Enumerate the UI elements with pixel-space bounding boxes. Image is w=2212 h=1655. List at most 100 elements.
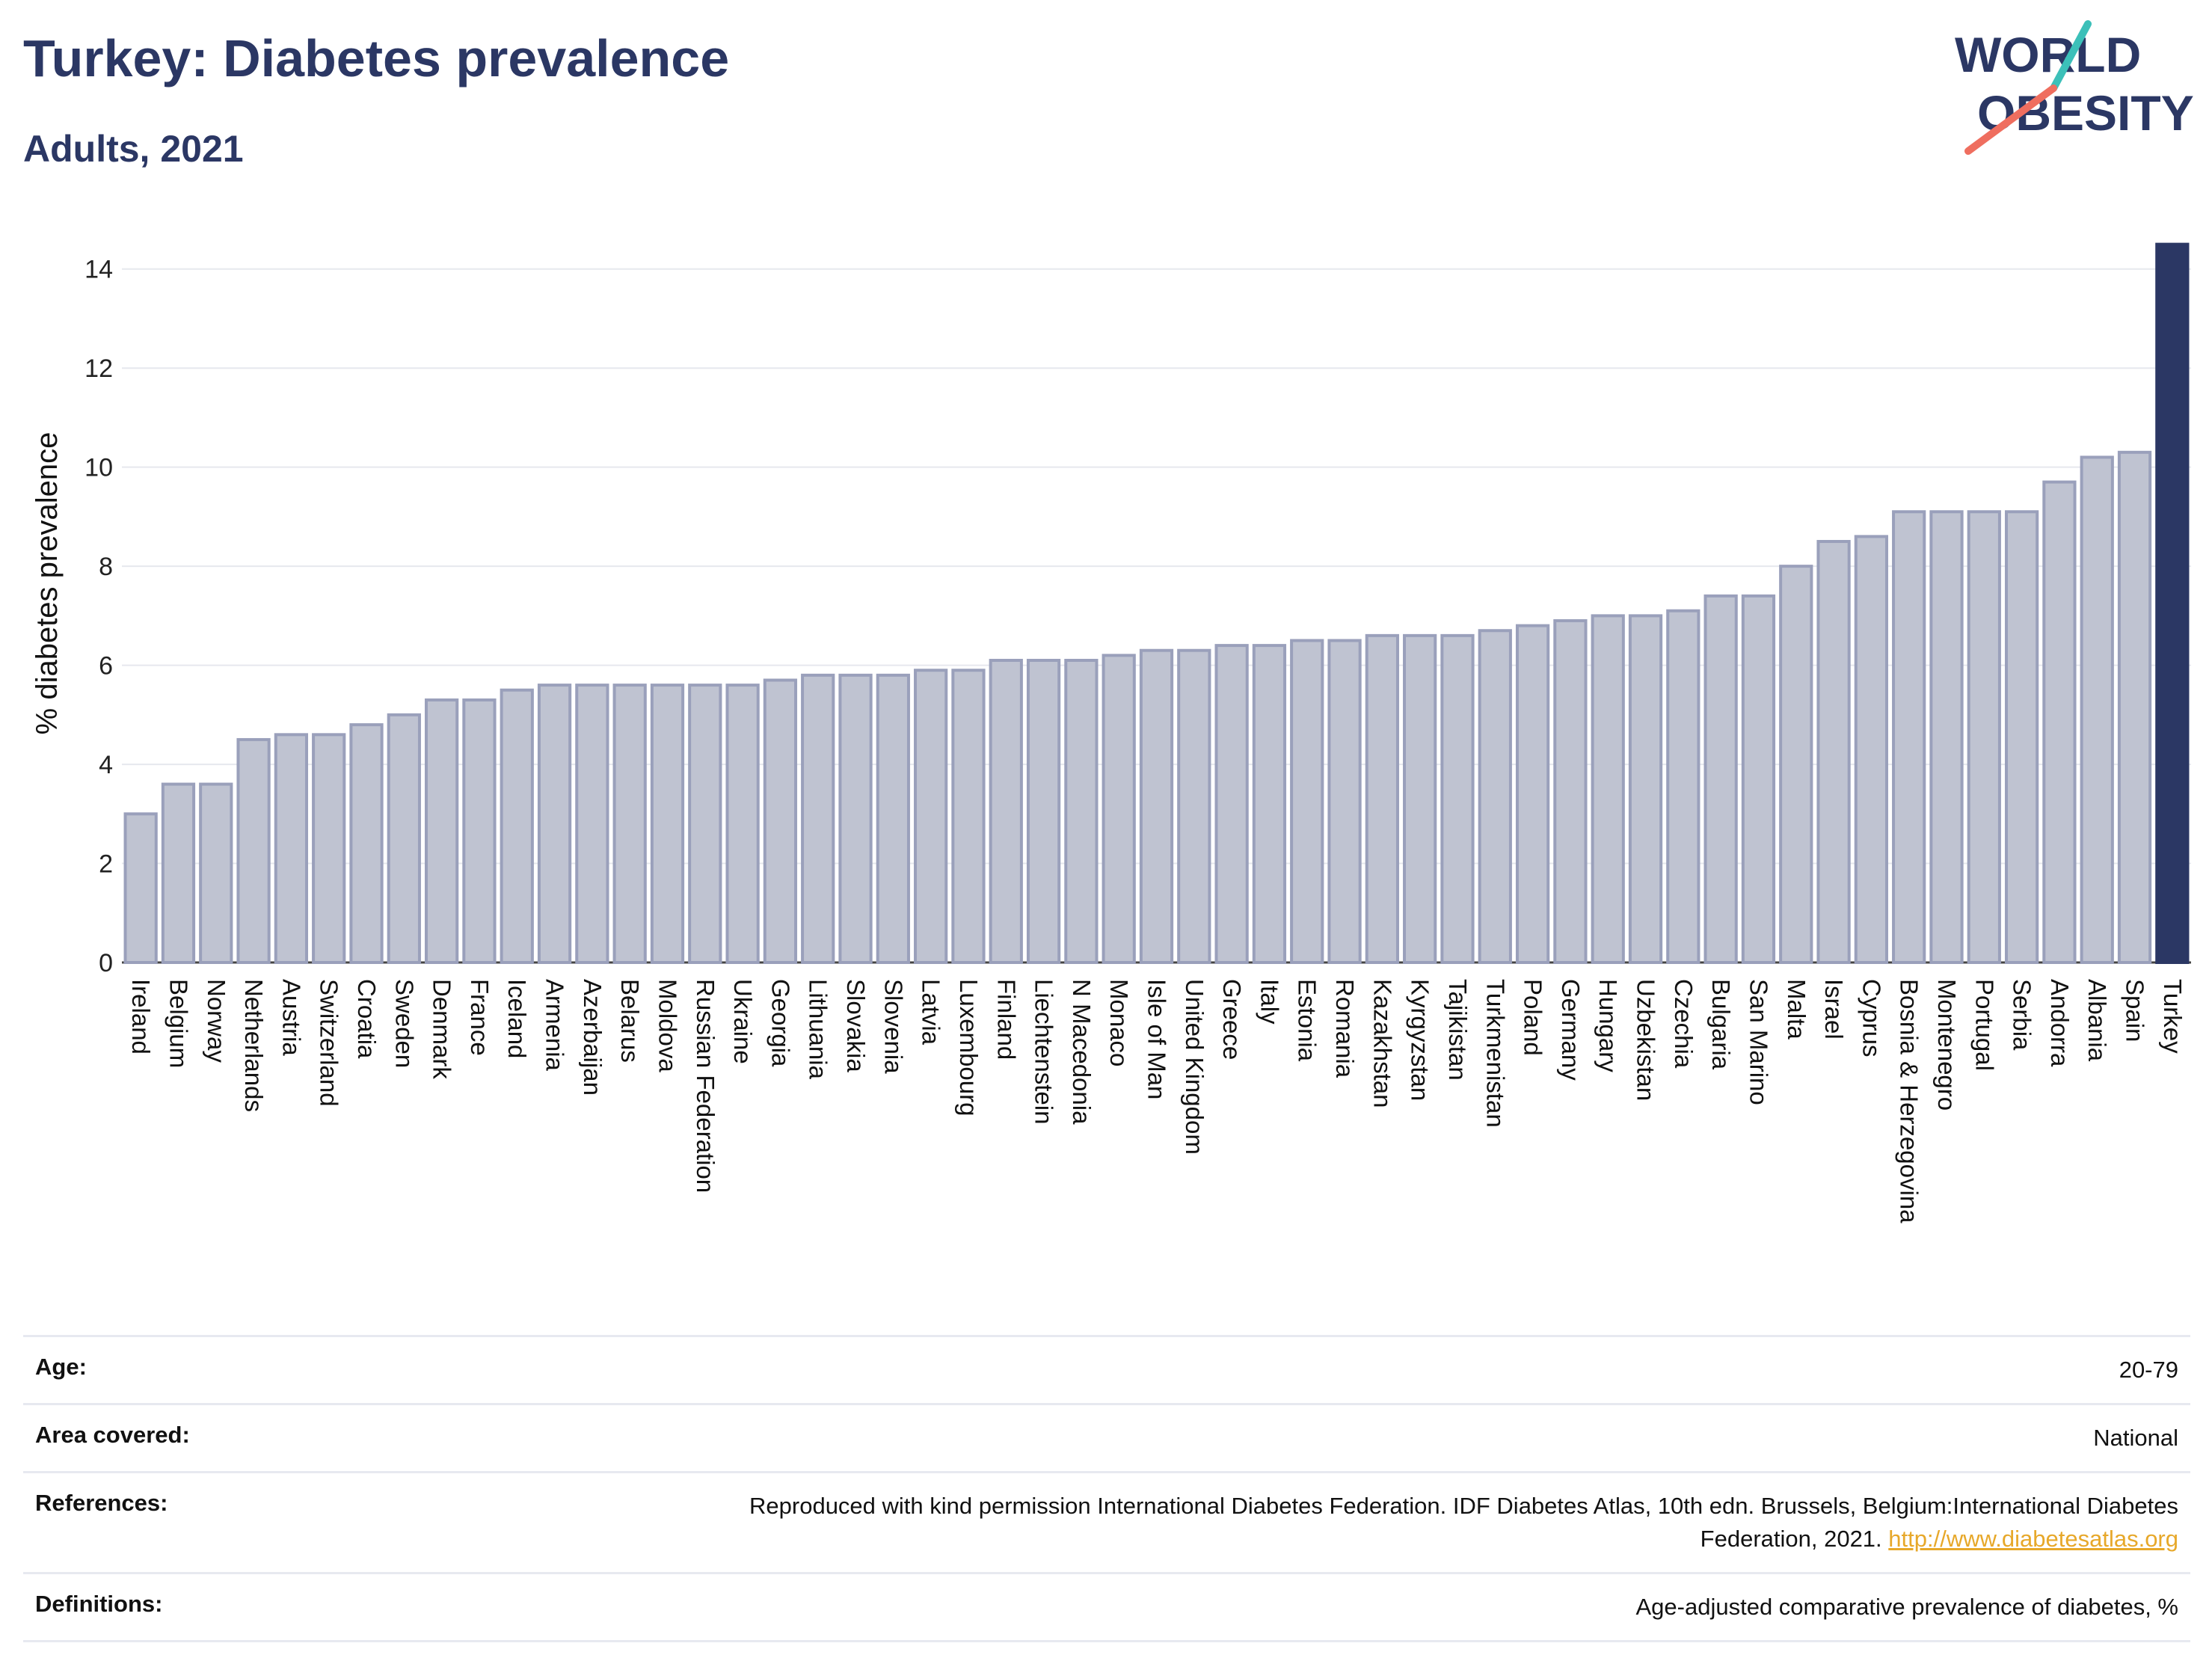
x-category-label: France <box>466 979 494 1056</box>
x-category-label: Montenegro <box>1933 979 1961 1111</box>
y-tick-label: 14 <box>85 256 113 284</box>
bar-greece[interactable] <box>1214 644 1249 965</box>
x-category-label: Czechia <box>1670 979 1698 1069</box>
bar-serbia[interactable] <box>2004 510 2039 964</box>
bar-norway[interactable] <box>199 782 233 964</box>
bar-andorra[interactable] <box>2042 480 2077 964</box>
bar-turkmenistan[interactable] <box>1478 629 1512 965</box>
x-category-label: Slovenia <box>879 979 907 1074</box>
bar-bosnia-herzegovina[interactable] <box>1892 510 1926 964</box>
bar-finland[interactable] <box>989 658 1023 964</box>
bar-romania[interactable] <box>1327 639 1362 965</box>
x-category-label: Belgium <box>165 979 192 1068</box>
x-category-label: Armenia <box>541 979 569 1072</box>
age-value: 20-79 <box>2119 1357 2178 1383</box>
bar-ireland[interactable] <box>123 812 158 965</box>
bar-azerbaijan[interactable] <box>575 684 609 964</box>
bar-italy[interactable] <box>1252 644 1287 965</box>
x-category-label: Sweden <box>390 979 418 1068</box>
x-category-label: Tajikistan <box>1444 979 1472 1081</box>
bar-hungary[interactable] <box>1591 614 1625 964</box>
bar-belarus[interactable] <box>612 684 647 964</box>
x-category-label: Hungary <box>1594 979 1622 1072</box>
bar-portugal[interactable] <box>1967 510 2001 964</box>
x-category-label: Latvia <box>918 979 945 1045</box>
x-category-label: Ukraine <box>729 979 757 1064</box>
bar-albania[interactable] <box>2080 455 2114 964</box>
x-category-label: Belarus <box>616 979 644 1063</box>
logo-coral-slash <box>1964 85 2057 155</box>
area-label: Area covered: <box>35 1422 190 1448</box>
x-category-label: Uzbekistan <box>1632 979 1660 1101</box>
bar-latvia[interactable] <box>914 669 948 964</box>
x-category-label: Liechtenstein <box>1030 979 1058 1124</box>
bar-belgium[interactable] <box>161 782 196 964</box>
x-category-label: Moldova <box>654 979 681 1072</box>
bar-lithuania[interactable] <box>801 673 835 964</box>
world-obesity-logo: WORLD OBESITY <box>1955 20 2194 155</box>
bar-croatia[interactable] <box>349 723 384 965</box>
x-category-label: Estonia <box>1294 979 1321 1062</box>
chart-subtitle: Adults, 2021 <box>23 128 244 170</box>
bar-monaco[interactable] <box>1102 654 1136 964</box>
bar-sweden[interactable] <box>387 713 421 965</box>
x-category-label: Malta <box>1783 979 1810 1040</box>
x-category-label: Azerbaijan <box>579 979 606 1096</box>
references-link[interactable]: http://www.diabetesatlas.org <box>1888 1526 2178 1552</box>
x-category-label: Iceland <box>503 979 531 1058</box>
bar-kyrgyzstan[interactable] <box>1403 633 1437 965</box>
bar-armenia[interactable] <box>537 684 572 964</box>
bar-liechtenstein[interactable] <box>1026 658 1061 964</box>
x-category-label: Slovakia <box>842 979 870 1072</box>
bar-france[interactable] <box>462 698 497 964</box>
bar-bulgaria[interactable] <box>1703 594 1738 964</box>
x-category-label: Austria <box>277 979 305 1056</box>
bar-austria[interactable] <box>274 733 309 965</box>
bar-san-marino[interactable] <box>1741 594 1776 964</box>
bar-germany[interactable] <box>1553 618 1588 964</box>
bar-ukraine[interactable] <box>725 684 760 964</box>
bar-netherlands[interactable] <box>236 737 271 964</box>
references-text: Reproduced with kind permission Internat… <box>749 1493 2178 1552</box>
bar-slovenia[interactable] <box>876 673 910 964</box>
bar-isle-of-man[interactable] <box>1139 648 1174 964</box>
x-category-label: Luxembourg <box>955 979 983 1116</box>
bar-kazakhstan[interactable] <box>1365 633 1399 965</box>
bar-israel[interactable] <box>1816 540 1851 964</box>
bar-georgia[interactable] <box>763 678 798 964</box>
bar-moldova[interactable] <box>650 684 685 964</box>
metadata-table: Age: 20-79 Area covered: National Refere… <box>23 1335 2190 1642</box>
bar-cyprus[interactable] <box>1854 535 1888 964</box>
x-category-label: Monaco <box>1105 979 1133 1066</box>
x-category-label: Albania <box>2083 979 2111 1062</box>
y-tick-label: 6 <box>99 652 113 681</box>
bar-united-kingdom[interactable] <box>1177 648 1211 964</box>
bar-uzbekistan[interactable] <box>1628 614 1663 964</box>
bar-spain[interactable] <box>2117 450 2152 964</box>
bar-iceland[interactable] <box>500 688 534 964</box>
bar-chart: 0 2 4 6 8 10 12 14 Ireland Belgium Norway Netherla… <box>31 242 2191 1223</box>
bar-czechia[interactable] <box>1666 609 1701 964</box>
logo-teal-slash <box>2050 20 2092 92</box>
bar-russian-federation[interactable] <box>688 684 722 964</box>
bar-poland[interactable] <box>1515 624 1550 965</box>
bar-switzerland[interactable] <box>312 733 346 965</box>
x-category-label: Russian Federation <box>692 979 719 1193</box>
bar-malta[interactable] <box>1779 565 1813 964</box>
meta-row-age: Age: 20-79 <box>23 1335 2190 1403</box>
bar-montenegro[interactable] <box>1929 510 1964 964</box>
bar-estonia[interactable] <box>1290 639 1324 965</box>
y-tick-label: 2 <box>99 850 113 879</box>
bar-luxembourg[interactable] <box>951 669 986 964</box>
bar-turkey[interactable] <box>2155 242 2190 964</box>
bar-n-macedonia[interactable] <box>1064 658 1099 964</box>
age-label: Age: <box>35 1354 87 1380</box>
bar-slovakia[interactable] <box>838 673 873 964</box>
meta-row-definitions: Definitions: Age-adjusted comparative pr… <box>23 1572 2190 1642</box>
x-category-label: Poland <box>1520 979 1547 1056</box>
bars <box>123 242 2190 965</box>
x-category-label: Norway <box>203 979 230 1063</box>
bar-denmark[interactable] <box>425 698 459 964</box>
bar-tajikistan[interactable] <box>1440 633 1475 965</box>
x-category-label: Kazakhstan <box>1368 979 1396 1108</box>
